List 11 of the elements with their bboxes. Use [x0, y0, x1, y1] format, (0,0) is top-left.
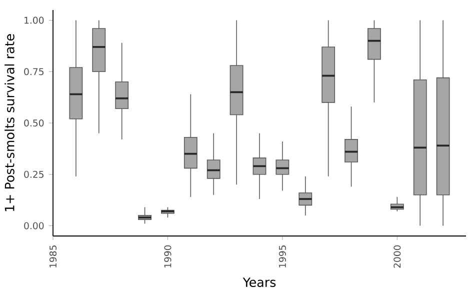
- x-tick-label: 1985: [49, 246, 57, 268]
- y-tick-label: 0.25: [24, 170, 44, 178]
- y-axis-title: 1+ Post-smolts survival rate: [4, 34, 14, 212]
- x-tick-label: 1995: [278, 246, 286, 268]
- y-tick-label: 0.50: [24, 119, 44, 127]
- y-tick-label: 0.75: [24, 68, 44, 76]
- x-tick-label: 1990: [164, 245, 172, 268]
- x-tick-label: 2000: [394, 245, 401, 268]
- x-axis-title: Years: [242, 278, 276, 288]
- y-tick-label: 1.00: [24, 16, 44, 24]
- y-tick-label: 0.00: [24, 222, 44, 230]
